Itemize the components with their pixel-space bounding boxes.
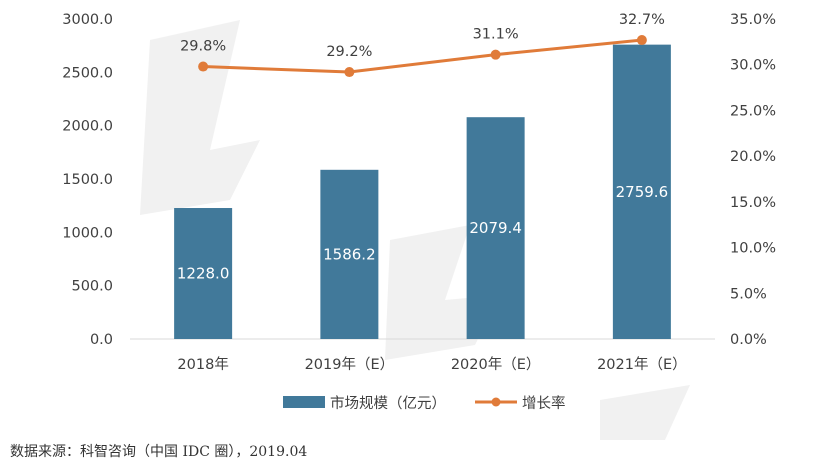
bar-labels: 1228.0 1586.2 2079.4 2759.6 [177, 183, 668, 283]
line-data-label: 29.2% [326, 44, 372, 60]
bar [174, 208, 233, 339]
line-series: 29.8% 29.2% 31.1% 32.7% [180, 12, 665, 78]
legend-bar-label: 市场规模（亿元） [330, 395, 446, 412]
line-data-label: 31.1% [473, 27, 519, 43]
bar-data-label: 2079.4 [469, 219, 522, 237]
left-axis-tick-label: 3000.0 [62, 12, 113, 28]
combo-chart: 0.0 500.0 1000.0 1500.0 2000.0 2500.0 3000.0 0… [62, 12, 776, 440]
watermark-k-mark [140, 20, 260, 215]
right-axis-tick-label: 5.0% [730, 286, 767, 302]
line-point [198, 61, 209, 72]
left-axis-tick-label: 1500.0 [62, 172, 113, 188]
right-axis-tick-label: 15.0% [730, 195, 776, 211]
right-axis-tick-label: 20.0% [730, 149, 776, 165]
bar [320, 169, 379, 339]
bar [466, 117, 525, 340]
bar [612, 44, 671, 339]
line-point [636, 35, 647, 46]
growth-line [203, 38, 643, 74]
category-label: 2019年（E） [305, 356, 395, 373]
legend: 市场规模（亿元） 增长率 [283, 395, 566, 412]
right-axis-tick-label: 30.0% [730, 58, 776, 74]
right-axis-tick-label: 10.0% [730, 241, 776, 257]
category-labels: 2018年 2019年（E） 2020年（E） 2021年（E） [177, 356, 686, 373]
bar-data-label: 2759.6 [616, 183, 669, 201]
right-axis-ticks: 0.0% 5.0% 10.0% 15.0% 20.0% 25.0% 30.0% 35.0% [730, 12, 776, 348]
category-label: 2020年（E） [451, 356, 541, 373]
left-axis-tick-label: 2000.0 [62, 119, 113, 135]
right-axis-tick-label: 25.0% [730, 103, 776, 119]
source-note: 数据来源：科智咨询（中国 IDC 圈），2019.04 [10, 444, 308, 460]
legend-bar-swatch [283, 396, 325, 408]
bar-series [174, 44, 671, 340]
left-axis-tick-label: 2500.0 [62, 65, 113, 81]
left-axis-tick-label: 0.0 [90, 332, 113, 348]
category-label: 2018年 [177, 356, 228, 373]
right-axis-tick-label: 0.0% [730, 332, 767, 348]
left-axis-ticks: 0.0 500.0 1000.0 1500.0 2000.0 2500.0 3000.0 [62, 12, 113, 348]
left-axis-tick-label: 500.0 [71, 279, 113, 295]
line-point [344, 67, 355, 78]
line-point [490, 49, 501, 60]
bar-data-label: 1586.2 [323, 245, 376, 263]
line-data-label: 29.8% [180, 39, 226, 55]
category-label: 2021年（E） [597, 356, 687, 373]
watermark-k-mark-3 [600, 385, 690, 440]
bar-data-label: 1228.0 [177, 265, 230, 283]
legend-line-marker [491, 397, 501, 407]
chart-frame: 0.0 500.0 1000.0 1500.0 2000.0 2500.0 3000.0 0… [62, 12, 776, 440]
line-data-label: 32.7% [619, 12, 665, 28]
right-axis-tick-label: 35.0% [730, 12, 776, 28]
legend-line-label: 增长率 [522, 395, 566, 412]
left-axis-tick-label: 1000.0 [62, 225, 113, 241]
